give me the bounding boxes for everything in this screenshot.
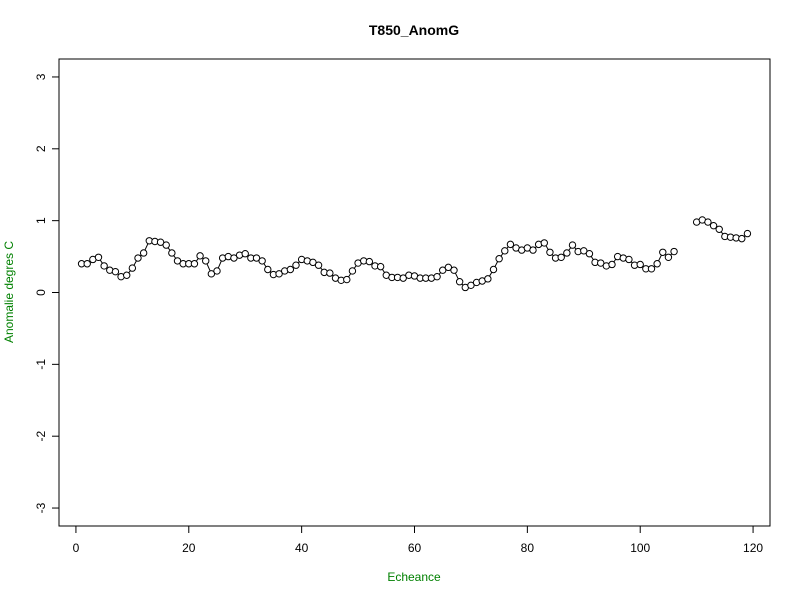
- data-point: [444, 263, 453, 272]
- data-point: [506, 240, 515, 249]
- data-point: [636, 260, 644, 269]
- chart-title: T850_AnomG: [369, 22, 459, 38]
- data-point: [94, 253, 103, 261]
- data-point: [202, 257, 210, 265]
- data-point: [489, 265, 498, 274]
- data-point: [580, 247, 588, 255]
- data-point: [625, 255, 633, 264]
- data-point: [495, 255, 503, 263]
- data-point: [190, 260, 199, 268]
- data-point: [597, 259, 605, 267]
- data-point: [292, 261, 300, 269]
- data-point: [139, 249, 148, 257]
- data-point: [647, 265, 656, 273]
- x-tick-label: 0: [73, 541, 80, 555]
- data-point: [348, 267, 357, 275]
- data-point: [264, 265, 272, 274]
- y-tick-label: -1: [34, 359, 48, 370]
- x-axis: 0 20 40 60 80 100 120: [73, 525, 763, 555]
- data-point: [275, 270, 283, 278]
- data-point: [100, 262, 108, 270]
- y-axis: -3 -2 -1 0 1 2 3: [34, 73, 60, 513]
- data-point: [128, 264, 137, 272]
- data-point: [540, 239, 548, 247]
- data-point: [134, 254, 142, 262]
- x-tick-label: 80: [521, 541, 535, 555]
- data-point: [162, 241, 170, 249]
- data-point: [314, 261, 323, 269]
- x-tick-label: 100: [630, 541, 650, 555]
- data-point: [196, 252, 204, 260]
- data-point: [258, 257, 266, 265]
- data-point: [455, 278, 464, 286]
- data-point: [484, 275, 492, 283]
- data-point: [439, 266, 447, 274]
- plot-frame: [58, 58, 771, 527]
- data-point: [241, 250, 249, 258]
- data-point: [168, 249, 176, 257]
- x-tick-label: 120: [743, 541, 763, 555]
- data-point: [376, 262, 385, 271]
- data-point: [123, 271, 131, 279]
- data-point: [467, 281, 475, 290]
- data-point: [664, 253, 673, 261]
- data-point: [670, 247, 678, 256]
- data-point: [252, 254, 261, 262]
- data-point: [568, 241, 577, 249]
- data-point: [709, 221, 718, 230]
- data-point: [501, 247, 509, 255]
- y-tick-label: -3: [34, 502, 48, 513]
- data-point: [173, 257, 182, 265]
- data-point: [207, 270, 216, 278]
- data-point: [433, 272, 441, 281]
- y-axis-label: Anomalie degres C: [2, 241, 16, 343]
- data-point: [326, 269, 334, 277]
- data-point: [529, 246, 537, 254]
- data-point: [546, 248, 554, 256]
- data-point: [399, 274, 407, 282]
- data-point: [343, 275, 351, 284]
- data-point: [286, 265, 295, 274]
- x-tick-label: 40: [295, 541, 309, 555]
- data-point: [743, 229, 752, 238]
- data-point: [230, 254, 238, 262]
- y-tick-label: -2: [34, 431, 48, 442]
- data-point: [704, 218, 712, 226]
- data-point: [309, 258, 317, 267]
- x-tick-label: 60: [408, 541, 422, 555]
- data-point: [365, 257, 374, 266]
- x-axis-label: Echeance: [387, 570, 441, 584]
- series-layer: [77, 216, 752, 292]
- x-tick-label: 20: [182, 541, 196, 555]
- data-point: [450, 266, 458, 274]
- y-tick-label: 0: [34, 289, 48, 296]
- data-point: [653, 260, 661, 268]
- y-tick-label: 1: [34, 217, 48, 224]
- data-point: [156, 238, 165, 246]
- data-point: [557, 253, 565, 261]
- data-point: [738, 234, 746, 243]
- data-point: [585, 250, 594, 258]
- y-tick-label: 3: [34, 73, 48, 80]
- data-point: [83, 260, 91, 268]
- data-point: [608, 260, 616, 269]
- data-point: [563, 249, 571, 257]
- data-point: [111, 267, 120, 276]
- data-point: [659, 248, 667, 256]
- data-point: [715, 225, 723, 233]
- data-point: [213, 267, 221, 275]
- y-tick-label: 2: [34, 145, 48, 152]
